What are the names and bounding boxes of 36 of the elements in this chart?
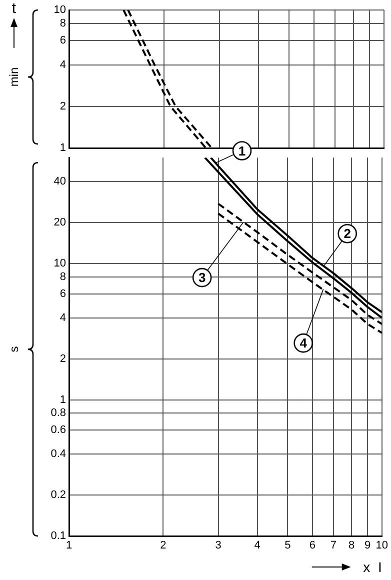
y-tick-label: 6	[60, 34, 66, 47]
y-tick-label: 8	[60, 17, 66, 30]
x-tick-label: 3	[215, 540, 222, 552]
y-tick-label: 10	[54, 258, 66, 270]
x-tick-label: 10	[376, 540, 388, 552]
y-tick-label: 0.2	[50, 489, 66, 502]
x-tick-label: 7	[330, 540, 336, 552]
x-tick-label: 4	[254, 540, 260, 552]
y-tick-label: 0.1	[50, 530, 66, 542]
y-tick-label: 2	[60, 100, 66, 112]
y-axis-title: t	[12, 0, 17, 17]
y-tick-label: 20	[54, 216, 66, 229]
x-tick-label: 8	[348, 540, 355, 552]
y-tick-label: 40	[54, 176, 66, 188]
y-tick-label: 1	[60, 394, 66, 406]
y-tick-label: 4	[60, 312, 66, 324]
y-tick-label: 4	[60, 58, 66, 71]
y-tick-label: 0.4	[50, 448, 66, 460]
y-tick-label: 0.8	[50, 407, 66, 420]
annotation: 4	[300, 336, 308, 351]
x-tick-label: 6	[309, 540, 316, 552]
text: s	[7, 346, 21, 352]
y-tick-label: 0.6	[50, 424, 66, 436]
y-tick-label: 2	[60, 352, 66, 365]
y-tick-label: 10	[54, 4, 66, 16]
annotation: 1	[238, 143, 246, 158]
x-tick-label: 2	[160, 540, 166, 552]
x-tick-label: 5	[284, 540, 291, 552]
x-axis-title: x I	[363, 559, 382, 575]
text: min	[7, 67, 21, 87]
y-tick-label: 1	[60, 142, 66, 154]
annotation: 3	[198, 270, 206, 286]
annotation: 2	[344, 226, 351, 242]
y-tick-label: 6	[60, 288, 66, 300]
x-tick-label: 9	[364, 540, 371, 552]
y-tick-label: 8	[60, 270, 66, 283]
